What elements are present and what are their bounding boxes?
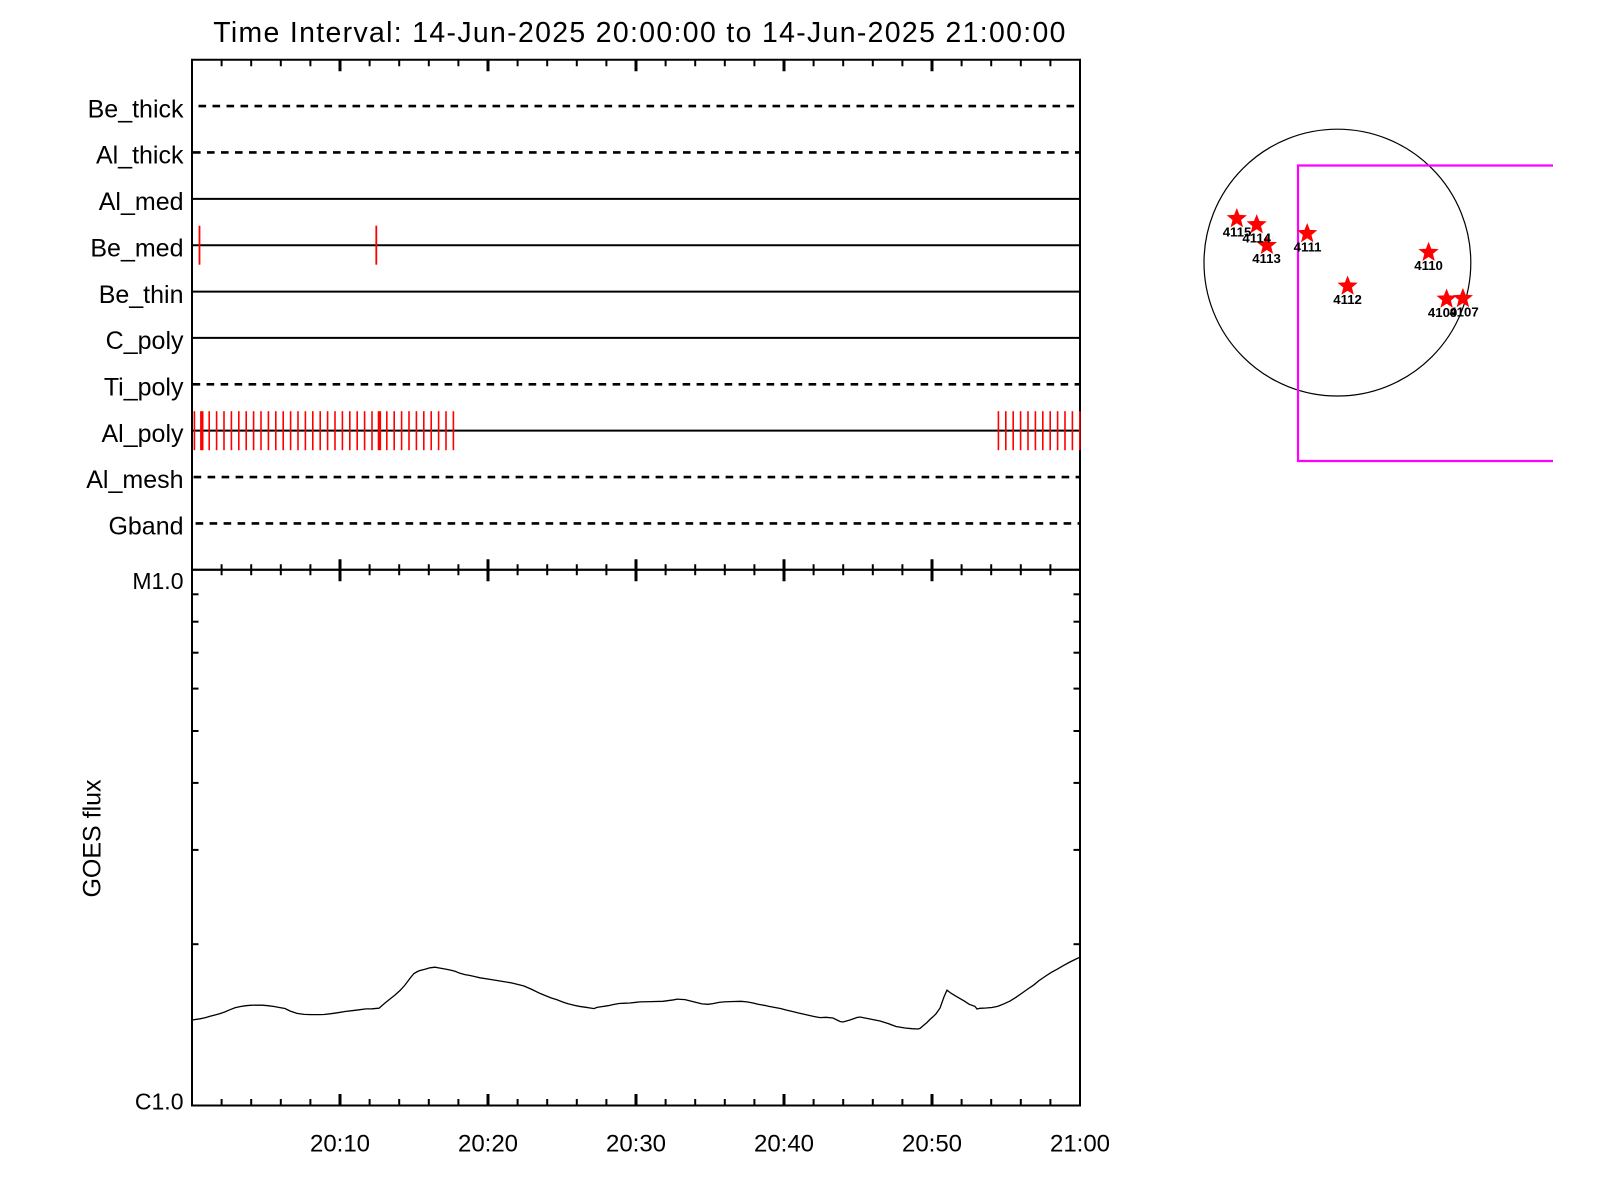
svg-text:Be_thin: Be_thin bbox=[99, 281, 184, 309]
svg-text:4107: 4107 bbox=[1449, 304, 1478, 319]
svg-text:Time Interval: 14-Jun-2025 20:: Time Interval: 14-Jun-2025 20:00:00 to 1… bbox=[213, 17, 1067, 49]
svg-text:Al_poly: Al_poly bbox=[102, 420, 184, 448]
svg-text:20:10: 20:10 bbox=[310, 1131, 370, 1158]
svg-text:Al_med: Al_med bbox=[99, 188, 184, 216]
svg-text:Al_thick: Al_thick bbox=[96, 142, 184, 170]
svg-text:Be_thick: Be_thick bbox=[88, 95, 184, 123]
svg-text:4112: 4112 bbox=[1333, 292, 1362, 307]
svg-text:Ti_poly: Ti_poly bbox=[104, 374, 184, 402]
svg-text:20:40: 20:40 bbox=[754, 1131, 814, 1158]
svg-text:4115: 4115 bbox=[1223, 224, 1252, 239]
svg-text:C_poly: C_poly bbox=[106, 327, 184, 355]
svg-text:4111: 4111 bbox=[1294, 239, 1322, 254]
svg-text:4113: 4113 bbox=[1252, 251, 1281, 266]
svg-text:21:00: 21:00 bbox=[1050, 1131, 1110, 1158]
svg-text:GOES flux: GOES flux bbox=[79, 779, 107, 898]
svg-text:Be_med: Be_med bbox=[90, 234, 183, 262]
svg-text:M1.0: M1.0 bbox=[132, 568, 183, 594]
svg-text:Al_mesh: Al_mesh bbox=[86, 466, 183, 494]
svg-text:Gband: Gband bbox=[108, 513, 183, 541]
svg-text:4110: 4110 bbox=[1414, 258, 1443, 273]
svg-text:C1.0: C1.0 bbox=[135, 1089, 184, 1115]
svg-text:20:20: 20:20 bbox=[458, 1131, 518, 1158]
svg-text:20:50: 20:50 bbox=[902, 1131, 962, 1158]
svg-text:20:30: 20:30 bbox=[606, 1131, 666, 1158]
svg-text:4114: 4114 bbox=[1242, 231, 1271, 246]
svg-text:4109: 4109 bbox=[1428, 305, 1457, 320]
